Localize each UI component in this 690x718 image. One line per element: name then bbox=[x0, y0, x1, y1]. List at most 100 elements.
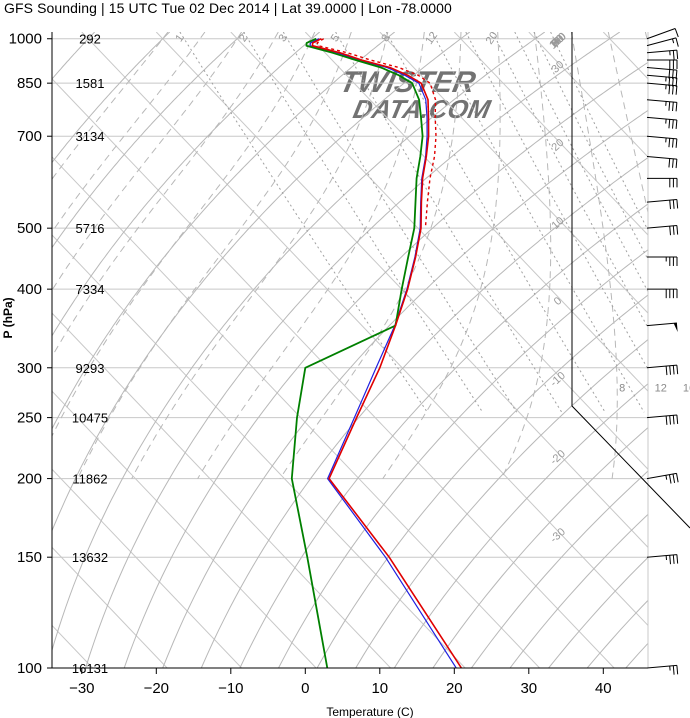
barb-shaft bbox=[646, 199, 677, 203]
barb-flag bbox=[674, 28, 679, 38]
mixing-ratio-bottom-label: 8 bbox=[379, 32, 392, 44]
barb-flag bbox=[672, 665, 675, 675]
mixing-ratio-line bbox=[335, 32, 563, 413]
barb-flag bbox=[668, 138, 671, 148]
wind-barb bbox=[646, 225, 679, 236]
wind-barb bbox=[646, 28, 679, 40]
barb-flag bbox=[675, 102, 678, 112]
barb-shaft bbox=[646, 82, 677, 87]
wind-barb bbox=[646, 364, 679, 376]
barb-flag bbox=[676, 199, 679, 209]
barb-flag bbox=[672, 473, 676, 483]
wind-barb bbox=[647, 288, 678, 299]
barb-flag bbox=[669, 200, 671, 210]
barb-flag bbox=[676, 225, 679, 235]
wind-barb bbox=[646, 82, 678, 95]
barb-flag bbox=[672, 158, 674, 168]
series-dewpoint bbox=[290, 37, 424, 668]
moist-adiabat bbox=[500, 32, 552, 479]
wind-barb bbox=[646, 99, 678, 112]
barb-flag bbox=[672, 365, 675, 375]
series-parcel bbox=[316, 38, 437, 229]
dry-adiabat bbox=[355, 338, 648, 668]
mixing-ratio-bottom-label: 2 bbox=[237, 32, 250, 44]
barb-shaft bbox=[646, 414, 677, 419]
barb-flag bbox=[672, 50, 675, 60]
dry-adiabat bbox=[586, 599, 648, 668]
isotherm-line bbox=[52, 156, 540, 668]
wind-barb bbox=[646, 49, 679, 60]
mixing-ratio-bottom-label: 1 bbox=[173, 32, 186, 44]
barb-flag bbox=[672, 225, 675, 235]
moist-adiabat bbox=[382, 32, 501, 479]
isotherm-line bbox=[52, 468, 242, 668]
isotherm-label: -20 bbox=[548, 448, 568, 468]
moist-adiabat bbox=[644, 32, 648, 45]
isotherm-line bbox=[52, 546, 168, 668]
dry-adiabat bbox=[85, 32, 621, 668]
wind-barb bbox=[646, 155, 678, 169]
mixing-ratio-line bbox=[514, 32, 648, 293]
mixing-ratio-line bbox=[550, 32, 648, 232]
barb-flag bbox=[675, 85, 678, 95]
y-tick-label: 250 bbox=[17, 410, 42, 427]
barb-flag bbox=[675, 119, 678, 129]
barb-pennant bbox=[673, 323, 678, 332]
watermark-line2: DATA.COM bbox=[351, 94, 495, 124]
isotherm-label: -10 bbox=[548, 370, 568, 390]
watermark-logo: TWISTER DATA.COM bbox=[336, 66, 494, 124]
dry-adiabat bbox=[278, 249, 648, 668]
dry-adiabat bbox=[52, 32, 171, 164]
dry-adiabat bbox=[52, 32, 471, 532]
wind-barb bbox=[647, 177, 678, 188]
barb-shaft bbox=[646, 37, 677, 47]
barb-flag bbox=[668, 158, 671, 168]
x-axis-label: Temperature (C) bbox=[326, 705, 413, 718]
grid-layer bbox=[0, 32, 648, 668]
isotherm-line bbox=[52, 234, 466, 668]
y-tick-label: 1000 bbox=[9, 31, 42, 48]
mixing-ratio-bottom-label: 3 bbox=[277, 32, 290, 44]
barb-shaft bbox=[646, 155, 677, 160]
barb-shaft bbox=[646, 664, 677, 669]
barb-flag bbox=[675, 159, 678, 169]
moist-adiabat bbox=[607, 32, 648, 215]
moist-adiabat bbox=[131, 32, 389, 479]
isotherm-line bbox=[379, 32, 648, 314]
moist-adiabat bbox=[52, 32, 169, 180]
chart-title: GFS Sounding | 15 UTC Tue 02 Dec 2014 | … bbox=[4, 0, 452, 16]
mixing-ratio-bottom-label: 12 bbox=[423, 30, 440, 47]
x-tick-label: 10 bbox=[371, 680, 388, 697]
wind-barb bbox=[646, 322, 678, 332]
barb-shaft bbox=[646, 99, 677, 103]
barb-flag bbox=[672, 138, 674, 148]
x-tick-label: 30 bbox=[520, 680, 537, 697]
dry-adiabat bbox=[509, 513, 648, 668]
barb-shaft bbox=[646, 116, 677, 121]
barb-flag bbox=[672, 119, 674, 129]
y-tick-label: 850 bbox=[17, 75, 42, 92]
axes-layer: 1001502002503004005007008501000161311363… bbox=[1, 31, 612, 718]
mixing-ratio-line bbox=[431, 32, 645, 413]
barb-shaft bbox=[646, 225, 677, 229]
height-label: 13632 bbox=[72, 550, 108, 565]
barb-shaft bbox=[646, 74, 677, 79]
dry-adiabat bbox=[239, 203, 648, 668]
isotherm-line bbox=[81, 32, 648, 627]
barb-flag bbox=[676, 365, 679, 375]
barb-flag bbox=[675, 37, 679, 47]
isotherm-line bbox=[0, 32, 18, 668]
barb-flag bbox=[672, 415, 675, 425]
hodograph-boundary bbox=[571, 32, 690, 529]
x-tick-label: 20 bbox=[446, 680, 463, 697]
moist-adiabat bbox=[52, 32, 316, 438]
moist-adiabat bbox=[52, 32, 279, 358]
moist-adiabat bbox=[197, 32, 425, 479]
dry-adiabat bbox=[52, 32, 246, 249]
mixing-ratio-line bbox=[465, 32, 648, 371]
height-label: 11862 bbox=[72, 472, 107, 487]
wind-barb bbox=[646, 664, 679, 675]
barb-flag bbox=[672, 85, 674, 95]
barb-flag bbox=[669, 415, 671, 425]
dry-adiabat bbox=[316, 294, 648, 668]
